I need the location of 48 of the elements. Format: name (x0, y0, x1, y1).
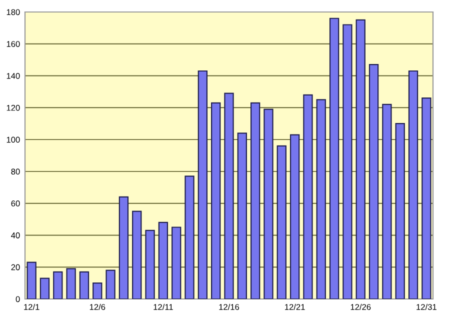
bar (395, 123, 405, 299)
bar (211, 102, 221, 299)
bar (237, 132, 247, 299)
y-tick-label: 20 (11, 264, 20, 270)
bar (92, 282, 102, 299)
bar (316, 99, 326, 299)
bar (184, 176, 194, 299)
bar (408, 70, 418, 299)
bar (106, 270, 116, 299)
y-tick-label: 100 (6, 136, 20, 143)
y-tick-label: 180 (6, 9, 20, 16)
bar (329, 18, 340, 299)
bar (290, 134, 300, 299)
y-tick-label: 0 (16, 296, 20, 302)
x-tick-label: 12/31 (416, 304, 436, 310)
y-tick-label: 160 (6, 41, 20, 47)
y-tick-label: 40 (11, 232, 20, 238)
bar (303, 94, 313, 299)
bar (66, 268, 76, 299)
x-tick-label: 12/26 (350, 304, 371, 310)
bar (198, 70, 208, 299)
x-tick-label: 12/11 (154, 304, 173, 310)
y-tick-label: 60 (11, 200, 20, 206)
bar (40, 278, 50, 299)
bar (250, 102, 260, 299)
x-tick-label: 12/16 (219, 304, 240, 310)
bar (342, 24, 352, 299)
x-tick-label: 12/1 (24, 304, 40, 310)
bar (79, 271, 90, 299)
bar (382, 104, 392, 299)
bar (145, 230, 155, 299)
bar (26, 262, 36, 299)
bar (118, 196, 129, 299)
bar (132, 210, 142, 299)
bar (264, 108, 274, 299)
bar (422, 98, 432, 299)
bar (368, 64, 379, 299)
bar (158, 222, 168, 299)
bar (276, 145, 286, 299)
y-tick-label: 80 (11, 168, 20, 175)
x-tick-label: 12/6 (90, 304, 106, 310)
bar (356, 19, 366, 299)
bar (224, 92, 234, 299)
x-tick-label: 12/21 (285, 304, 305, 310)
y-tick-label: 140 (6, 72, 20, 79)
bar (172, 226, 182, 299)
bar (53, 271, 63, 299)
y-tick-label: 120 (6, 104, 20, 111)
